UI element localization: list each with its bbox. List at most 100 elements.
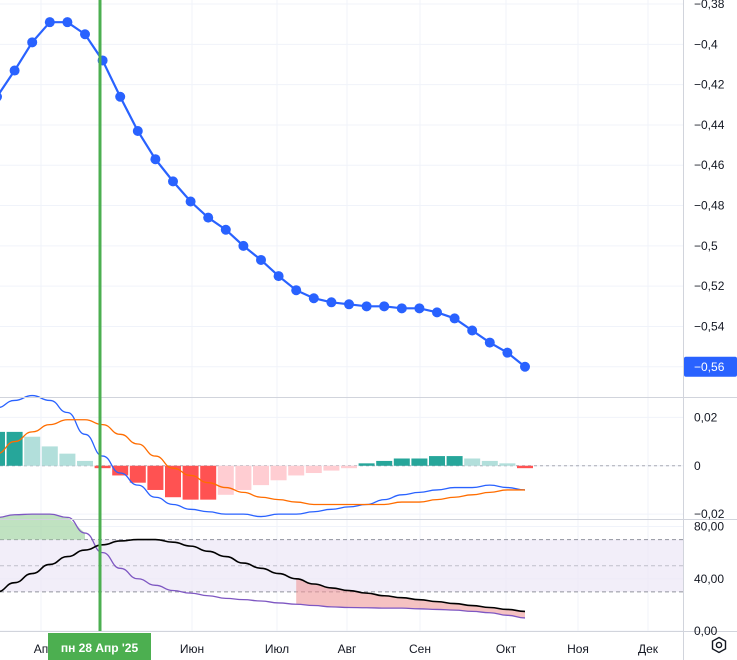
x-tick-label: Сен [409,642,431,656]
settings-hexagon-icon [711,636,727,654]
main-series-point [220,224,231,235]
main-series-point [0,92,2,101]
main-series-point [132,125,143,136]
main-y-tick-label: −0,54 [694,319,725,333]
main-series-point [80,29,90,40]
rsi-oversold-fill [296,578,525,618]
x-tick-label: Июн [180,642,204,656]
y-axis-labels: −0,38 −0,4 −0,42 −0,44 −0,46 −0,48 −0,5 −0,52 −0… [694,0,725,638]
macd-histogram-bar [481,460,498,466]
macd-histogram-bar [41,446,58,466]
macd-y-tick-label: 0 [694,459,701,473]
main-series-markers [0,17,530,372]
macd-histogram-bar [323,465,340,471]
macd-histogram-bar [464,458,481,466]
main-series-point [203,212,214,223]
macd-histogram-bar [235,465,252,490]
macd-line [0,394,526,518]
last-value-badge: −0,56 [684,356,737,377]
main-y-tick-label: −0,44 [694,118,725,132]
crosshair-date-badge [48,633,151,660]
macd-histogram-bar [341,465,357,469]
macd-histogram-bar [253,465,269,486]
main-series-point [308,293,319,304]
macd-y-tick-label: −0,02 [694,507,725,521]
rsi-ma-line [0,538,526,613]
rsi-y-tick-label: 40,00 [694,572,724,586]
main-series-point [62,17,73,28]
rsi-band-fill [0,539,683,592]
rsi-overbought-fill [0,514,85,540]
x-tick-label: Окт [496,642,517,656]
main-series-point [449,313,460,324]
main-y-tick-label: −0,4 [694,37,718,51]
main-series-point [115,91,126,102]
main-series-line [0,21,526,368]
macd-histogram-bar [446,456,463,466]
macd-histogram-bar [165,465,181,498]
crosshair-date-label: пн 28 Апр '25 [61,641,139,655]
macd-histogram-bar [393,458,410,466]
main-series-point [27,37,38,48]
main-series-point [150,154,161,165]
main-series-point [361,301,372,312]
macd-histogram-bar [112,465,129,476]
main-series-point [467,325,478,336]
macd-histogram-bar [499,463,516,466]
x-tick-label: Июл [265,642,289,656]
last-value-badge-bg [684,356,737,377]
main-series-point [185,196,196,207]
macd-histogram-bar [182,465,199,500]
macd-histogram-bar [0,431,5,466]
x-axis-labels: Ап Июн Июл Авг Сен Окт Ноя Дек [34,642,659,656]
main-series-point [238,240,249,251]
main-series-point [9,65,20,76]
macd-histogram-bar [429,456,445,466]
x-tick-label: Авг [338,642,357,656]
macd-histogram-bar [270,465,287,481]
crosshair: пн 28 Апр '25 [48,0,151,660]
macd-histogram-bar [94,465,111,469]
macd-histogram-bar [411,458,428,466]
rsi-band [0,514,683,618]
macd-signal-line [0,419,525,506]
main-series-point [502,347,513,358]
macd-histogram-bar [217,465,234,495]
main-series-point [520,361,530,372]
main-series-point [396,303,407,314]
main-series-point [484,337,495,348]
macd-histogram-bar [129,465,146,483]
main-series-point [168,176,178,187]
main-series-point [273,271,284,282]
last-value-label: −0,56 [694,360,725,374]
x-tick-label: Ноя [567,642,589,656]
main-y-tick-label: −0,52 [694,279,725,293]
macd-histogram-bar [288,465,305,476]
main-y-tick-label: −0,42 [694,78,725,92]
settings-button[interactable] [707,633,731,657]
x-tick-label: Дек [638,642,659,656]
main-y-tick-label: −0,48 [694,199,725,213]
main-y-tick-label: −0,46 [694,158,725,172]
grid [0,0,683,632]
macd-histogram-bar [59,453,76,466]
macd-histogram-bar [24,436,41,466]
macd-histogram [0,431,683,500]
rsi-y-tick-label: 80,00 [694,520,724,534]
main-y-tick-label: −0,38 [694,0,725,11]
macd-histogram-bar [147,465,164,490]
main-y-tick-label: −0,5 [694,239,718,253]
macd-y-tick-label: 0,02 [694,410,718,424]
main-series-point [379,301,390,312]
main-series-point [291,285,302,296]
main-series-point [44,17,55,28]
main-series-point [326,297,337,308]
macd-histogram-bar [376,460,393,466]
series-lines [0,21,526,619]
macd-histogram-bar [358,463,375,466]
rsi-y-tick-label: 0,00 [694,624,718,638]
macd-histogram-bar [305,465,322,474]
